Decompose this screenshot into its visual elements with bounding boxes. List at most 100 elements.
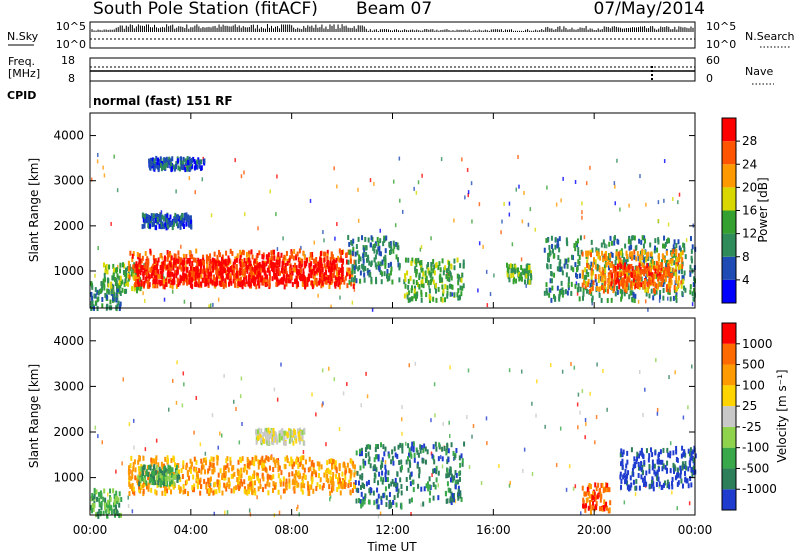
echo-cell [258, 261, 261, 267]
echo-cell [129, 463, 132, 469]
echo-cell [136, 274, 139, 280]
echo-cell [667, 289, 670, 295]
echo-cell [134, 467, 137, 473]
echo-cell [113, 508, 116, 514]
echo-cell [417, 483, 420, 489]
echo-cell [250, 249, 253, 255]
echo-cell [265, 274, 268, 280]
echo-cell [185, 479, 188, 485]
echo-point [163, 276, 166, 281]
echo-cell [147, 279, 150, 285]
echo-cell [144, 213, 147, 219]
echo-cell [525, 273, 528, 279]
echo-cell [146, 271, 149, 277]
echo-cell [164, 467, 167, 473]
echo-cell [232, 278, 235, 284]
echo-point [398, 156, 401, 161]
echo-point [441, 464, 444, 469]
echo-point [240, 376, 243, 381]
echo-cell [367, 237, 370, 243]
echo-cell [460, 277, 463, 283]
echo-point [175, 189, 177, 194]
echo-cell [623, 257, 626, 263]
echo-cell [629, 239, 632, 245]
echo-cell [207, 280, 210, 286]
echo-cell [620, 264, 623, 270]
echo-cell [182, 460, 185, 466]
echo-cell [356, 487, 359, 493]
echo-cell [212, 469, 215, 475]
echo-cell [154, 218, 157, 224]
echo-point [399, 198, 401, 203]
echo-cell [115, 490, 118, 496]
echo-cell [273, 271, 276, 277]
echo-point [110, 221, 112, 226]
echo-cell [165, 282, 168, 288]
echo-cell [362, 496, 365, 502]
echo-cell [298, 439, 301, 445]
echo-cell [205, 484, 208, 490]
echo-cell [554, 237, 557, 243]
echo-cell [165, 265, 168, 271]
echo-cell [357, 498, 360, 504]
echo-cell [90, 505, 93, 511]
echo-point [315, 412, 317, 417]
echo-point [434, 413, 436, 418]
echo-cell [138, 481, 141, 487]
echo-cell [610, 251, 613, 257]
echo-cell [383, 451, 386, 457]
echo-cell [329, 279, 332, 285]
echo-point [420, 503, 422, 508]
echo-point [202, 156, 204, 161]
echo-cell [412, 441, 415, 447]
echo-cell [121, 279, 124, 285]
echo-cell [297, 463, 300, 469]
echo-cell [285, 478, 288, 484]
echo-cell [321, 275, 324, 281]
echo-cell [353, 259, 356, 265]
echo-cell [523, 279, 526, 285]
echo-cell [170, 479, 173, 485]
echo-cell [94, 287, 97, 293]
colorbar-segment [722, 279, 736, 303]
echo-cell [662, 287, 665, 293]
echo-point [131, 509, 134, 514]
echo-cell [659, 294, 662, 300]
echo-cell [283, 254, 286, 260]
echo-cell [233, 259, 236, 265]
echo-cell [408, 498, 411, 504]
echo-cell [582, 279, 585, 285]
echo-cell [207, 468, 210, 474]
echo-point [122, 377, 125, 382]
echo-cell [288, 267, 291, 273]
echo-cell [438, 442, 441, 448]
echo-cell [382, 493, 385, 499]
echo-cell [365, 257, 368, 263]
echo-cell [315, 278, 318, 284]
echo-cell [633, 249, 636, 255]
echo-cell [260, 277, 263, 283]
echo-cell [690, 258, 693, 264]
echo-point [470, 181, 473, 186]
echo-cell [287, 274, 290, 280]
echo-cell [378, 250, 381, 256]
echo-cell [600, 242, 603, 248]
echo-cell [432, 258, 435, 264]
echo-cell [376, 249, 379, 255]
echo-cell [213, 258, 216, 264]
echo-cell [559, 266, 562, 272]
echo-point [278, 510, 281, 515]
echo-cell [273, 255, 276, 261]
echo-cell [600, 284, 603, 290]
echo-point [585, 422, 587, 427]
echo-cell [131, 474, 134, 480]
echo-cell [125, 267, 128, 273]
echo-cell [170, 279, 173, 285]
echo-cell [666, 238, 669, 244]
echo-cell [257, 280, 260, 286]
echo-cell [139, 285, 142, 291]
echo-cell [131, 257, 134, 263]
echo-cell [644, 238, 647, 244]
colorbar-segment [722, 233, 736, 257]
echo-cell [586, 288, 589, 294]
